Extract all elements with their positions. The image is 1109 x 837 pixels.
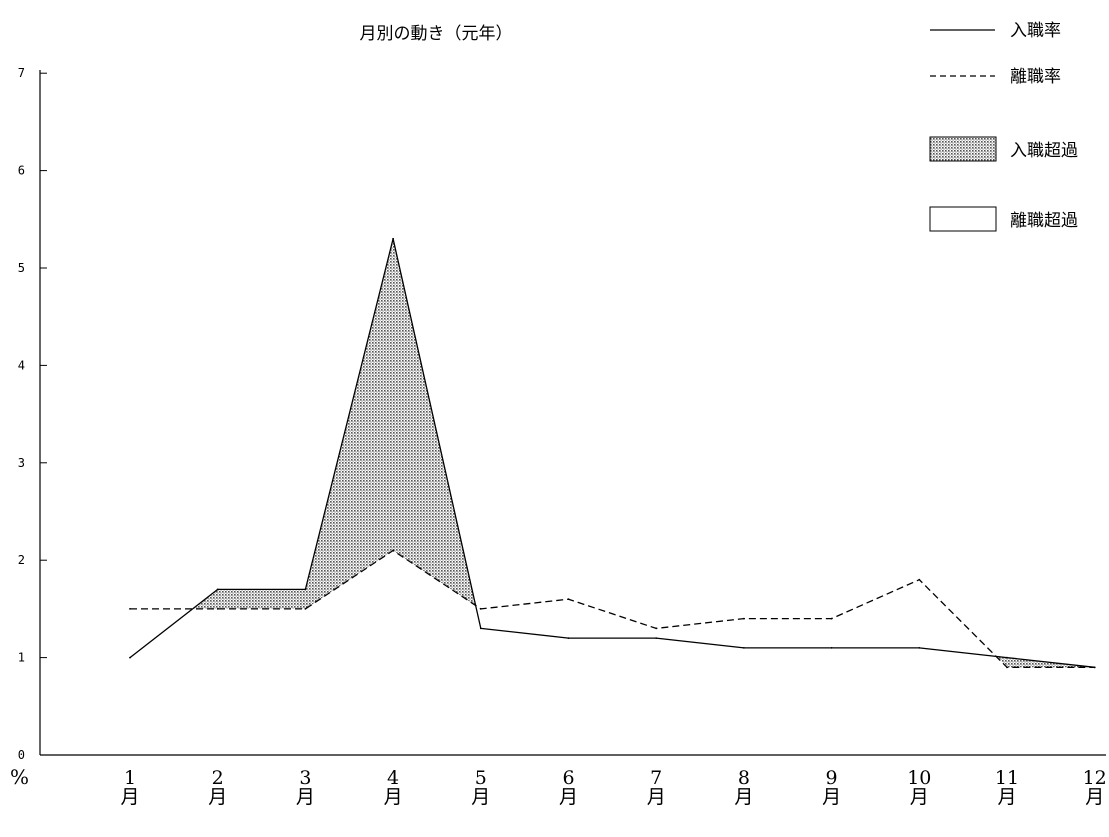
y-tick-label: 0 [18, 748, 25, 762]
excess-areas [192, 238, 1095, 668]
hire-rate-point [479, 627, 482, 630]
separation-rate-point [304, 608, 307, 610]
y-tick-label: 5 [18, 261, 25, 275]
hire-rate-point [1006, 656, 1008, 659]
y-tick-label: 3 [18, 456, 25, 470]
hire-rate-point [918, 646, 921, 649]
x-tick-label: 10 月 [907, 767, 931, 808]
legend-separation-excess-swatch [929, 206, 997, 232]
y-tick-label: 7 [18, 66, 25, 80]
separation-rate-point [479, 608, 482, 610]
separation-rate-point [830, 617, 833, 620]
separation-rate-point [743, 617, 745, 620]
legend-separation-rate-label: 離職率 [1010, 67, 1061, 87]
legend-hire-rate-label: 入職率 [1010, 21, 1061, 41]
x-tick-label: 11 月 [995, 767, 1019, 808]
legend-hire-excess-label: 入職超過 [1010, 141, 1078, 161]
x-tick-label: 12 月 [1083, 767, 1107, 808]
separation-rate-point [1006, 666, 1008, 669]
y-tick-label: 4 [18, 358, 25, 372]
x-axis-ticks: 1 月 2 月 3 月 4 月 5 月 6 月 7 月 8 月 9 月 10 月 11 月 12 月 [120, 767, 1106, 808]
separation-rate-point [918, 578, 921, 581]
legend-hire-excess-swatch [929, 136, 997, 162]
separation-rate-point [392, 549, 394, 552]
y-axis-ticks: 0 1 2 3 4 5 6 7 [18, 66, 47, 762]
y-unit-label: % [10, 765, 29, 789]
hire-rate-point [129, 656, 131, 659]
hire-rate-point [216, 588, 219, 591]
hire-rate-point [655, 637, 658, 640]
separation-rate-point [655, 627, 658, 630]
hire-rate-point [830, 646, 833, 649]
hire-excess-area [192, 238, 476, 609]
legend: 入職率 離職率 入職超過 離職超過 [929, 21, 1078, 232]
series-lines [129, 237, 1096, 669]
separation-rate-point [567, 598, 570, 601]
y-tick-label: 6 [18, 164, 25, 178]
separation-rate-point [1093, 666, 1096, 669]
series-line-separation-rate [130, 549, 1095, 668]
y-tick-label: 1 [18, 651, 25, 665]
separation-rate-point [129, 608, 131, 610]
chart-title: 月別の動き（元年） [360, 24, 513, 44]
axes [39, 70, 1106, 756]
hire-rate-point [304, 588, 307, 591]
separation-rate-point [216, 608, 219, 610]
hire-rate-point [567, 637, 570, 640]
y-tick-label: 2 [18, 553, 25, 567]
series-line-hire-rate [129, 238, 1095, 668]
hire-rate-point [743, 646, 745, 649]
hire-rate-point [392, 237, 394, 240]
legend-separation-excess-label: 離職超過 [1010, 211, 1078, 231]
